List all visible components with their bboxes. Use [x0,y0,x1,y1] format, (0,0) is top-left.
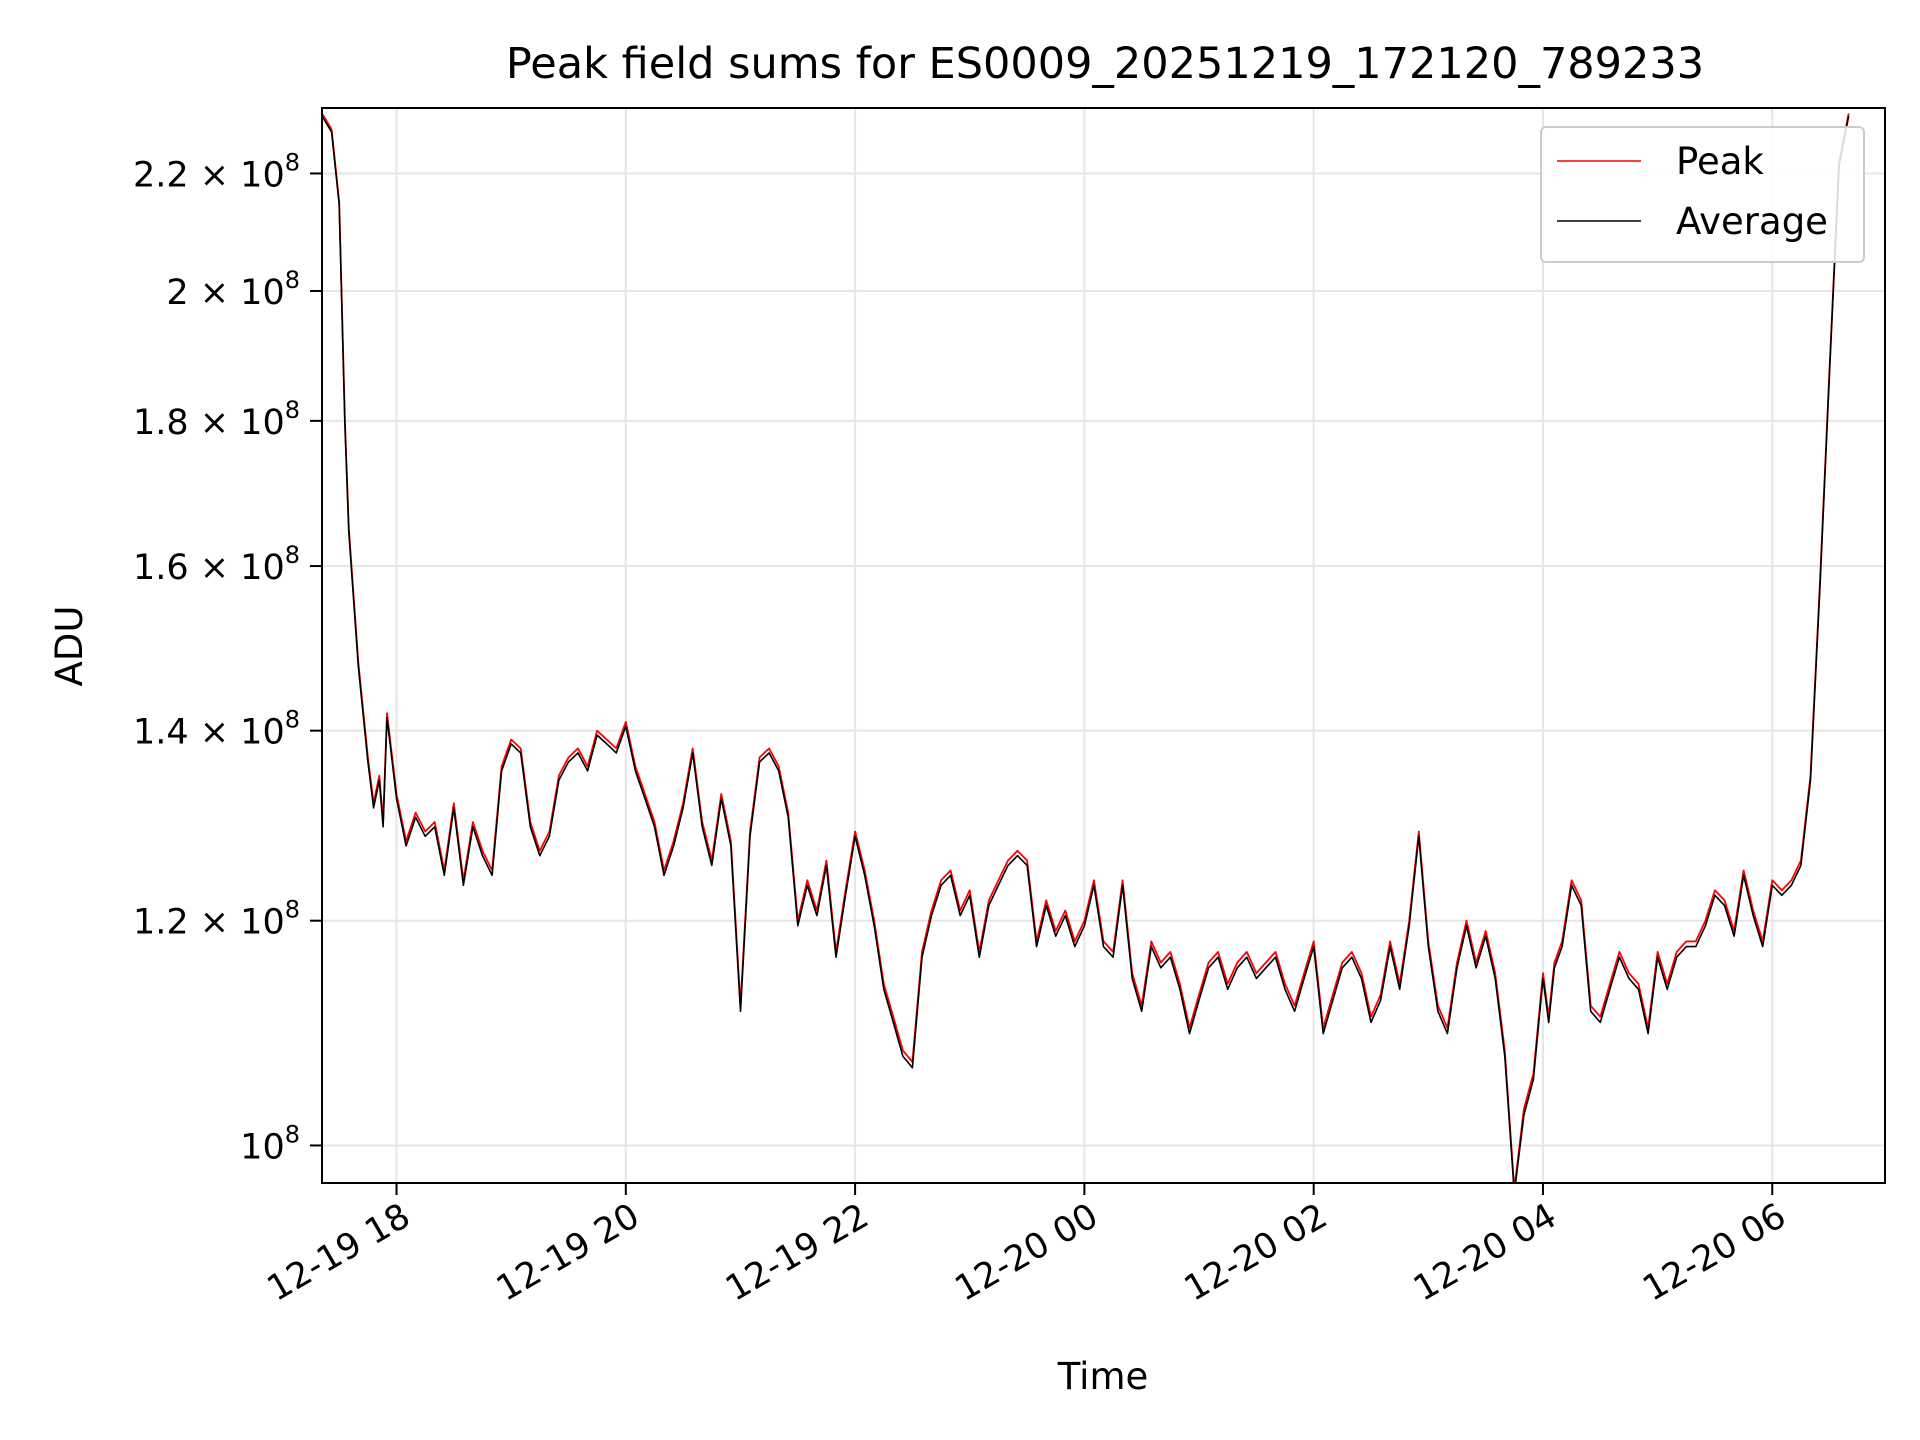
series-layer [322,112,1850,1183]
y-tick-label: 1.4 × 108 [133,706,300,753]
legend-label-peak: Peak [1676,140,1764,183]
y-tick-label: 1.2 × 108 [133,896,300,943]
y-tick-label: 1.8 × 108 [133,396,300,443]
x-axis-label: Time [1057,1355,1149,1398]
y-tick-label: 2.2 × 108 [133,148,300,195]
chart-title: Peak field sums for ES0009_20251219_1721… [506,39,1704,89]
y-axis: 108 1.2 × 108 1.4 × 108 1.6 × 108 1.8 × 108 2… [133,148,322,1167]
plot-frame [321,107,1886,1184]
y-tick-label: 108 [240,1120,300,1167]
legend: Peak Average [1540,126,1865,263]
y-tick-label: 2 × 108 [166,266,300,313]
grid [322,108,1885,1183]
series-line-average [322,115,1850,1183]
legend-label-average: Average [1676,200,1828,243]
y-axis-label: ADU [48,606,91,687]
y-tick-label: 1.6 × 108 [133,541,300,588]
